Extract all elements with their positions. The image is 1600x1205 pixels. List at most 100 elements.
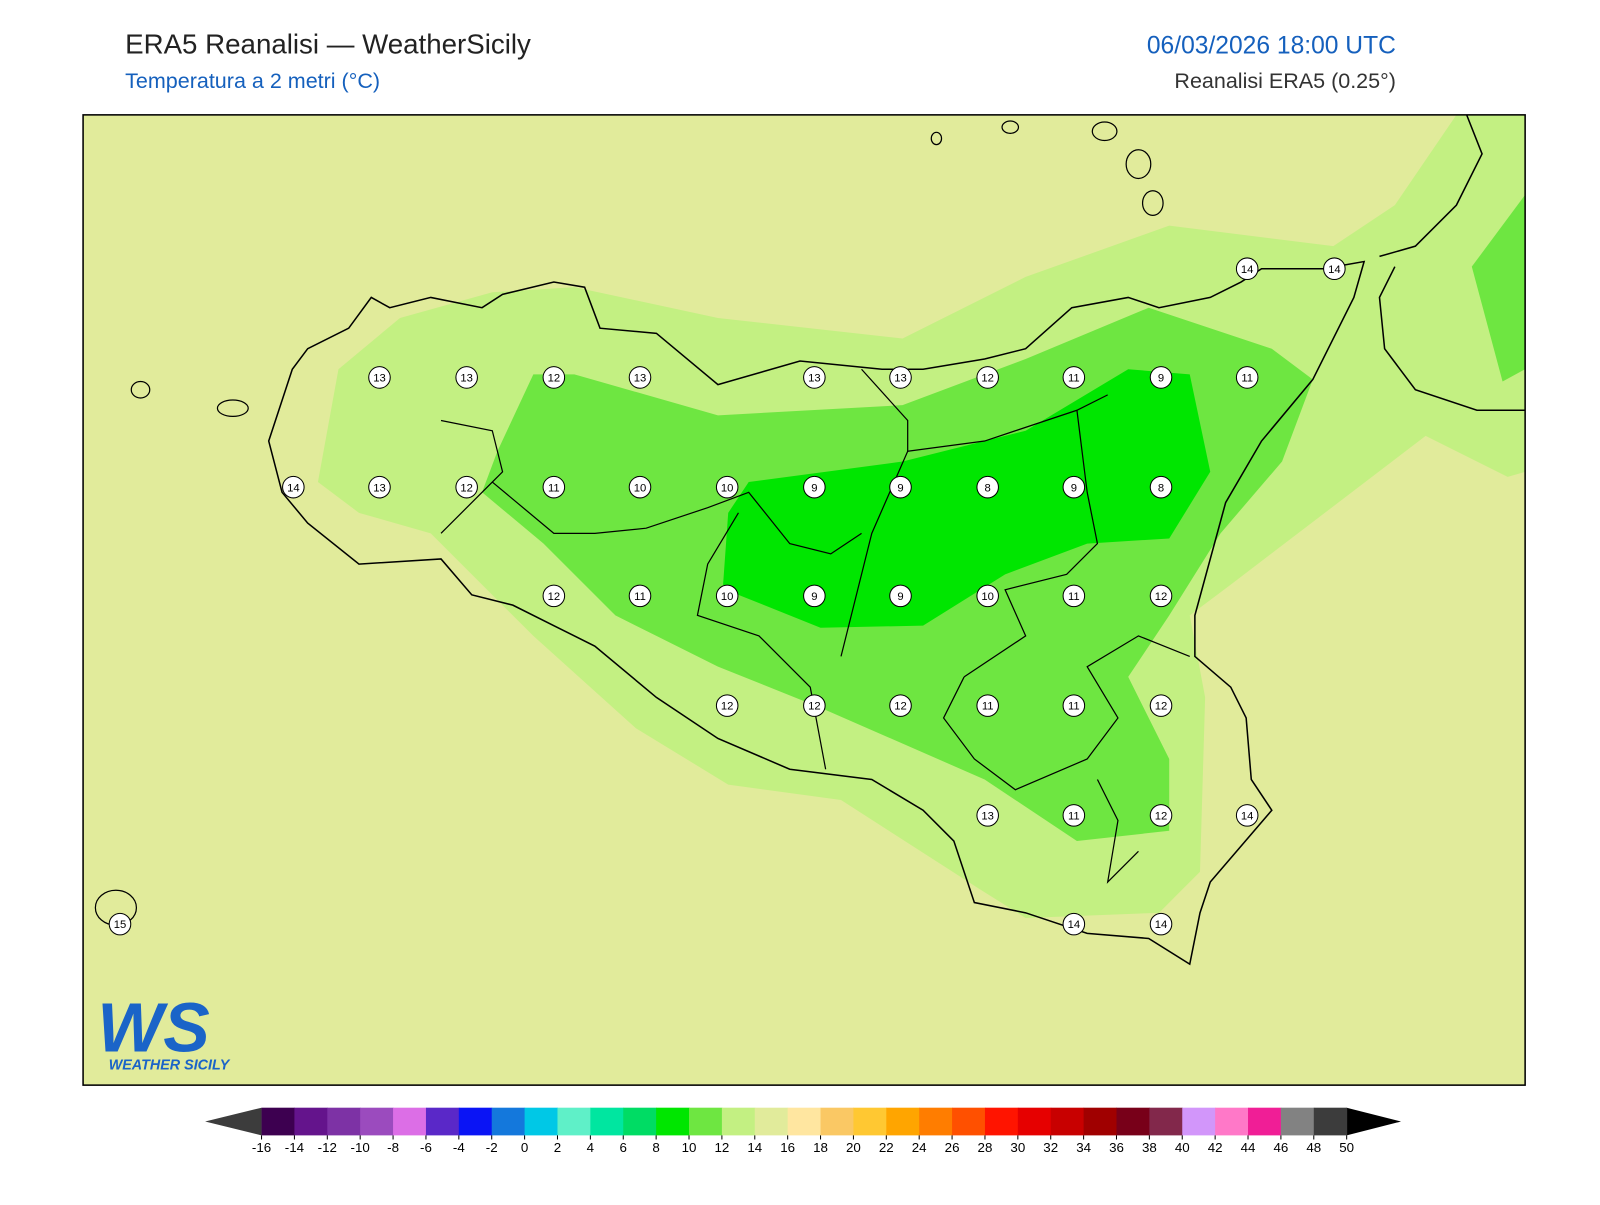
colorbar-box bbox=[952, 1107, 986, 1136]
map-frame bbox=[82, 114, 1526, 1086]
colorbar-tick-label: -12 bbox=[318, 1140, 337, 1155]
colorbar-tick-label: 36 bbox=[1109, 1140, 1124, 1155]
station-marker bbox=[715, 584, 739, 608]
station-marker bbox=[368, 475, 391, 499]
title: ERA5 Reanalisi — WeatherSicily bbox=[125, 28, 531, 59]
station-marker bbox=[1149, 366, 1173, 389]
colorbar-tick-label: -8 bbox=[387, 1140, 399, 1155]
station-value: 11 bbox=[1068, 810, 1080, 822]
logo-name: WEATHER SICILY bbox=[109, 1058, 231, 1074]
colorbar-box bbox=[1248, 1107, 1282, 1136]
station-value: 12 bbox=[1155, 701, 1168, 713]
colorbar-tick-label: 42 bbox=[1208, 1140, 1223, 1155]
colorbar-box bbox=[557, 1107, 591, 1136]
station-value: 12 bbox=[1155, 591, 1168, 603]
station-value: 12 bbox=[548, 591, 561, 603]
colorbar-box bbox=[1182, 1107, 1216, 1136]
station-marker bbox=[1235, 257, 1259, 280]
station-marker bbox=[368, 366, 391, 389]
colorbar-box bbox=[820, 1107, 854, 1136]
station-marker bbox=[803, 366, 826, 389]
colorbar-tick-label: -6 bbox=[420, 1140, 432, 1155]
station-marker bbox=[1149, 912, 1173, 936]
colorbar-tick-label: 6 bbox=[620, 1140, 627, 1155]
station-marker bbox=[976, 584, 999, 608]
colorbar-tick-label: 16 bbox=[780, 1140, 795, 1155]
colorbar-tick-label: 50 bbox=[1339, 1140, 1354, 1155]
colorbar-box bbox=[327, 1107, 361, 1136]
station-value: 9 bbox=[897, 482, 903, 494]
colorbar-box bbox=[1149, 1107, 1183, 1136]
station-marker bbox=[542, 366, 566, 389]
station-value: 14 bbox=[1328, 264, 1341, 276]
colorbar-box bbox=[1050, 1107, 1085, 1136]
station-marker bbox=[108, 912, 132, 936]
colorbar-box bbox=[1215, 1107, 1249, 1136]
colorbar-box bbox=[425, 1107, 460, 1136]
station-value: 11 bbox=[1241, 373, 1253, 385]
station-marker bbox=[889, 584, 912, 608]
colorbar-tick-label: 20 bbox=[846, 1140, 861, 1155]
colorbar-tick-label: 28 bbox=[978, 1140, 993, 1155]
station-marker bbox=[628, 584, 652, 608]
source: Reanalisi ERA5 (0.25°) bbox=[1174, 69, 1395, 93]
station-marker bbox=[889, 366, 912, 389]
station-value: 12 bbox=[721, 701, 734, 713]
station-marker bbox=[715, 475, 739, 499]
colorbar-over bbox=[1346, 1107, 1402, 1136]
station-marker bbox=[715, 694, 739, 717]
station-value: 11 bbox=[1068, 701, 1080, 713]
station-value: 15 bbox=[114, 919, 127, 931]
colorbar-box bbox=[491, 1107, 526, 1136]
colorbar-tick-label: -16 bbox=[252, 1140, 271, 1155]
colorbar-box bbox=[590, 1107, 624, 1136]
colorbar-tick-label: 24 bbox=[912, 1140, 927, 1155]
station-value: 9 bbox=[897, 591, 903, 603]
station-marker bbox=[1149, 584, 1173, 608]
colorbar-box bbox=[886, 1107, 920, 1136]
colorbar-box bbox=[360, 1107, 394, 1136]
colorbar-box bbox=[1280, 1107, 1315, 1136]
station-value: 12 bbox=[981, 373, 994, 385]
station-value: 13 bbox=[373, 482, 386, 494]
station-value: 14 bbox=[1068, 919, 1081, 931]
colorbar-tick-label: 34 bbox=[1076, 1140, 1091, 1155]
station-value: 13 bbox=[634, 373, 647, 385]
colorbar-box bbox=[787, 1107, 822, 1136]
station-value: 14 bbox=[1241, 264, 1254, 276]
station-marker bbox=[976, 475, 999, 499]
coastline-mainland bbox=[1379, 114, 1483, 258]
station-marker bbox=[1235, 366, 1259, 389]
logo: WS WEATHER SICILY bbox=[97, 988, 230, 1073]
colorbar-tick-label: 8 bbox=[652, 1140, 659, 1155]
colorbar-tick-label: 30 bbox=[1010, 1140, 1025, 1155]
colorbar-box bbox=[689, 1107, 723, 1136]
colorbar-tick-label: -4 bbox=[453, 1140, 465, 1155]
station-marker bbox=[1062, 694, 1086, 717]
contour-10 bbox=[1471, 194, 1526, 382]
colorbar-tick-label: 26 bbox=[945, 1140, 960, 1155]
station-marker bbox=[889, 475, 912, 499]
station-value: 14 bbox=[287, 482, 300, 494]
station-value: 8 bbox=[985, 482, 991, 494]
colorbar-tick-label: -10 bbox=[351, 1140, 370, 1155]
station-marker bbox=[1062, 475, 1086, 499]
station-marker bbox=[1062, 804, 1086, 827]
colorbar-box bbox=[721, 1107, 756, 1136]
station-value: 13 bbox=[894, 373, 907, 385]
colorbar-tick-label: 10 bbox=[682, 1140, 697, 1155]
station-value: 10 bbox=[981, 591, 994, 603]
province-borders bbox=[440, 368, 1190, 884]
station-marker bbox=[1149, 694, 1173, 717]
station-value: 11 bbox=[1068, 373, 1080, 385]
station-value: 12 bbox=[548, 373, 561, 385]
colorbar-tick-label: -2 bbox=[486, 1140, 498, 1155]
colorbar-box bbox=[524, 1107, 558, 1136]
station-value: 12 bbox=[894, 701, 907, 713]
station-value: 11 bbox=[982, 701, 994, 713]
station-value: 13 bbox=[808, 373, 821, 385]
station-marker bbox=[628, 475, 652, 499]
station-marker bbox=[628, 366, 652, 389]
station-marker bbox=[1062, 584, 1086, 608]
